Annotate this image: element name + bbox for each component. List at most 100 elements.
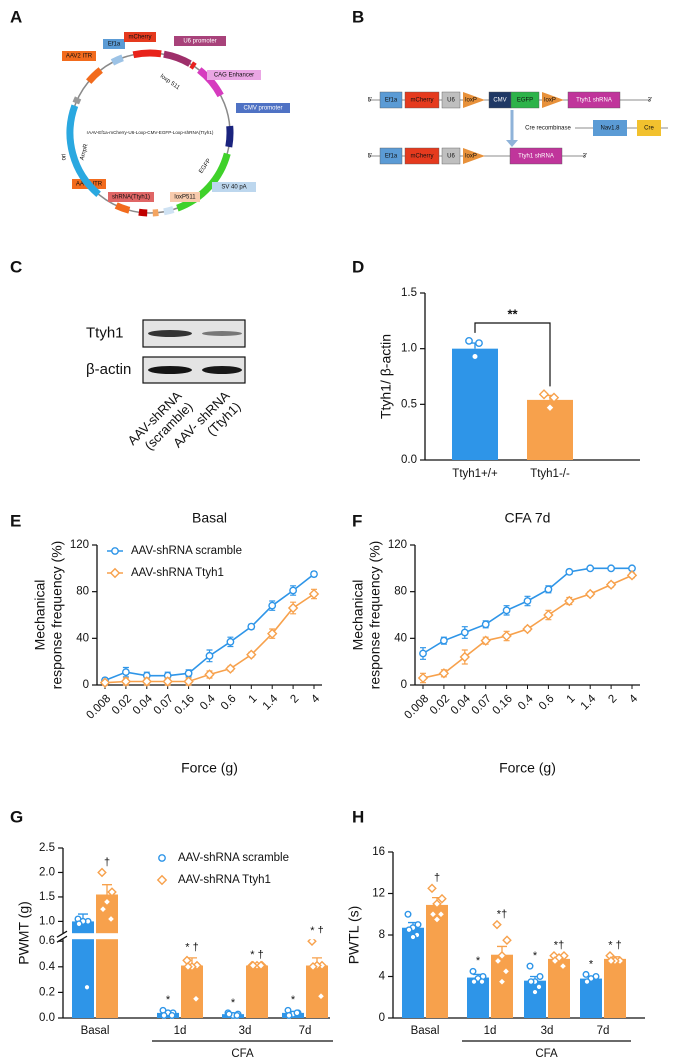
y-tick-label: 0.4 (39, 961, 56, 973)
bar (96, 894, 118, 1018)
marker (256, 960, 266, 971)
marker (233, 1011, 241, 1019)
marker (160, 1011, 168, 1019)
series-line (104, 573, 315, 682)
x-tick-label: 0.07 (152, 693, 176, 717)
axis-break-mark (56, 930, 68, 943)
element-label: Ef1a (385, 154, 398, 160)
element-label: EGFP (517, 98, 533, 104)
x-tick-label: 0.4 (198, 692, 218, 712)
y-tick-label: 120 (70, 539, 89, 551)
significance-label: ** (507, 306, 518, 321)
marker (106, 914, 116, 924)
x-axis-label: Force (g) (181, 760, 238, 776)
y-tick-label: 1.0 (39, 915, 55, 927)
marker (268, 601, 277, 610)
significance-label: * † (250, 949, 263, 961)
significance-label: † (104, 856, 110, 868)
marker (246, 649, 257, 660)
chart-title: Basal (192, 510, 227, 526)
marker (111, 547, 119, 555)
marker (501, 630, 512, 642)
band-label: Ttyh1 (86, 324, 124, 341)
y-axis-label: response frequency (%) (367, 541, 383, 690)
marker (522, 623, 533, 635)
marker (480, 635, 491, 646)
plasmid-feature (86, 67, 103, 84)
feature-label: EGFP (198, 158, 212, 175)
strand-end: 3' (648, 98, 652, 104)
significance-label: * † (185, 942, 198, 954)
x-tick-label: 0.6 (219, 693, 239, 713)
marker (184, 669, 193, 678)
element-box (379, 91, 403, 109)
marker (502, 935, 512, 945)
significance-label: * (533, 950, 538, 962)
y-axis-label: PWMT (g) (16, 901, 32, 965)
feature-label: loxP511 (174, 195, 196, 201)
feature-box (207, 70, 261, 80)
element-label: U6 (447, 154, 455, 160)
x-tick-label: 2 (606, 693, 619, 706)
marker (428, 909, 438, 920)
marker (432, 899, 442, 909)
marker (204, 669, 215, 680)
marker (267, 628, 278, 639)
feature-label: Ef1a (108, 42, 121, 48)
marker (559, 950, 569, 961)
marker (502, 606, 511, 615)
blot-band (148, 366, 192, 374)
marker (409, 933, 417, 941)
x-tick-label: 2 (288, 693, 301, 706)
marker (225, 1010, 233, 1018)
marker (438, 668, 450, 679)
element-box (593, 120, 627, 136)
plasmid-feature (66, 104, 101, 197)
loxp-site (463, 148, 485, 164)
element-label: Cre (644, 126, 654, 132)
y-tick-label: 40 (76, 632, 89, 644)
marker (497, 950, 507, 961)
legend-label: AAV-shRNA scramble (131, 545, 242, 557)
panel-label: D (352, 257, 364, 276)
panel-label: H (352, 807, 364, 826)
x-tick-label: 4 (309, 692, 322, 705)
marker (122, 668, 130, 677)
marker (475, 339, 483, 347)
element-box (637, 120, 661, 136)
marker (544, 585, 553, 594)
y-axis-label: response frequency (%) (49, 541, 65, 690)
feature-label: shRNA(Ttyh1) (112, 195, 150, 201)
marker (107, 887, 117, 897)
element-label: mCherry (410, 98, 433, 104)
panel-label: B (352, 7, 364, 26)
x-tick-label: 7d (597, 1025, 610, 1037)
feature-label: loxp 511 (159, 74, 181, 92)
significance-label: * (589, 958, 594, 970)
blot-band (148, 330, 192, 337)
element-box (379, 147, 403, 165)
marker (226, 637, 235, 646)
feature-label: mCherry (128, 35, 151, 41)
marker (427, 883, 437, 894)
x-tick-label: 4 (627, 692, 640, 705)
element-label: loxP (544, 98, 556, 104)
marker (436, 909, 446, 920)
feature-box (170, 192, 200, 202)
marker (606, 956, 616, 966)
marker (158, 854, 166, 862)
marker (439, 636, 448, 645)
strand-end: 3' (583, 154, 587, 160)
element-label: loxP (465, 154, 477, 160)
recombinase-label: Cre recombinase (525, 126, 571, 132)
significance-label: * (166, 994, 171, 1006)
marker (289, 586, 297, 595)
x-tick-label: 1d (484, 1025, 497, 1037)
y-tick-label: 0.0 (39, 1012, 55, 1024)
marker (586, 564, 595, 573)
group-label: CFA (535, 1048, 558, 1060)
chart-title: CFA 7d (505, 510, 551, 526)
marker (459, 651, 470, 663)
legend-label: AAV-shRNA scramble (178, 852, 289, 864)
x-tick-label: 0.008 (84, 693, 113, 722)
